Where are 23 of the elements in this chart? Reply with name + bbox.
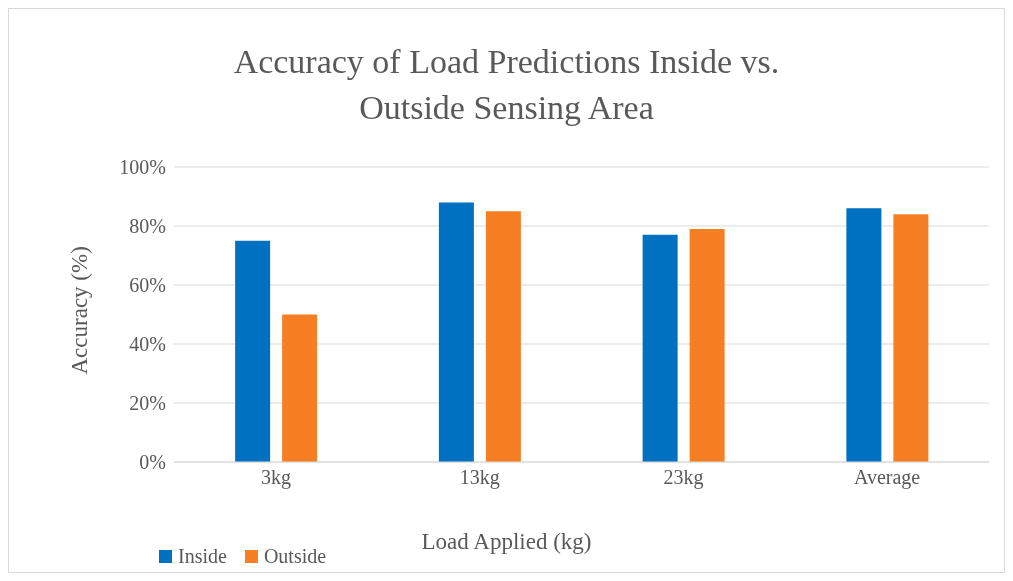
- y-tick-label: 0%: [139, 451, 166, 474]
- y-tick-label: 60%: [129, 274, 166, 297]
- bar: [235, 240, 271, 462]
- x-tick-label: 3kg: [260, 466, 291, 490]
- x-tick-label: Average: [854, 466, 921, 490]
- x-tick-label: 13kg: [459, 466, 500, 490]
- legend-label: Outside: [262, 545, 327, 568]
- bar: [485, 211, 521, 462]
- y-tick-label: 100%: [119, 156, 166, 179]
- bar: [689, 228, 725, 462]
- x-axis-title: Load Applied (kg): [421, 529, 592, 554]
- bar: [642, 234, 678, 462]
- legend-label: Inside: [177, 545, 227, 568]
- bar: [282, 314, 318, 462]
- y-tick-label: 40%: [129, 333, 166, 356]
- chart-title: Accuracy of Load Predictions Inside vs. Outside Sensing Area: [232, 42, 781, 128]
- x-tick-label: 23kg: [663, 466, 704, 490]
- bar: [893, 214, 929, 462]
- y-axis-title: Accuracy (%): [67, 246, 93, 375]
- y-tick-label: 20%: [129, 392, 166, 415]
- y-tick-label: 80%: [129, 215, 166, 238]
- bar: [846, 208, 882, 462]
- bar: [438, 202, 474, 462]
